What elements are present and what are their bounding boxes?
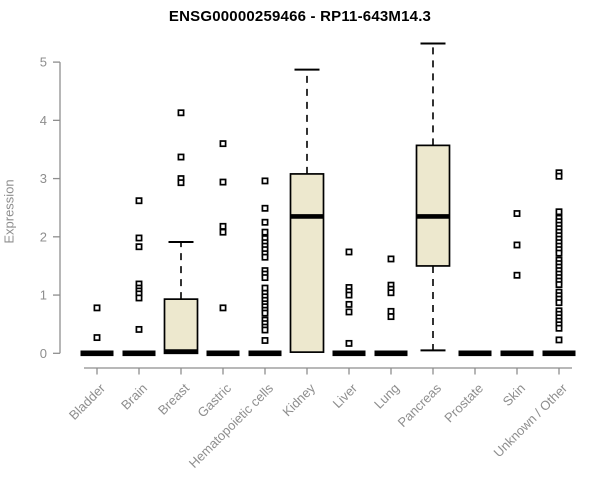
box-pancreas xyxy=(415,144,451,267)
outlier-point xyxy=(555,324,563,332)
outlier-point xyxy=(555,299,563,307)
y-tick-label: 1 xyxy=(40,288,47,303)
outlier-point xyxy=(555,172,563,180)
x-category-label: Kidney xyxy=(279,380,318,419)
outlier-point xyxy=(93,334,101,342)
outlier-point xyxy=(555,336,563,344)
y-tick-label: 2 xyxy=(40,229,47,244)
outlier-point xyxy=(135,294,143,302)
outlier-point xyxy=(177,109,185,117)
outlier-point xyxy=(555,281,563,289)
outlier-point xyxy=(345,248,353,256)
chart-title: ENSG00000259466 - RP11-643M14.3 xyxy=(168,8,432,25)
x-category-label: Pancreas xyxy=(395,380,445,430)
outlier-point xyxy=(345,300,353,308)
outlier-point xyxy=(219,304,227,312)
outlier-point xyxy=(219,178,227,186)
zero-median-bar-gastric xyxy=(206,350,240,357)
y-tick-label: 5 xyxy=(40,55,47,70)
outlier-point xyxy=(555,249,563,257)
y-tick-label: 3 xyxy=(40,171,47,186)
outlier-point xyxy=(261,274,269,282)
outlier-point xyxy=(261,337,269,344)
outlier-point xyxy=(387,313,395,321)
outlier-point xyxy=(387,255,395,263)
outlier-point xyxy=(135,234,143,242)
x-category-label: Brain xyxy=(118,381,150,413)
outlier-point xyxy=(93,304,101,312)
x-category-label: Prostate xyxy=(441,381,486,426)
outlier-point xyxy=(135,197,143,205)
x-category-label: Lung xyxy=(371,381,402,412)
outlier-point xyxy=(261,326,269,334)
zero-median-bar-skin xyxy=(500,350,534,357)
zero-median-bar-prostate xyxy=(458,350,492,357)
outlier-point xyxy=(261,204,269,212)
outlier-point xyxy=(261,309,269,317)
outlier-point xyxy=(513,271,521,279)
box-breast xyxy=(163,298,199,355)
outlier-point xyxy=(219,228,227,236)
zero-median-bar-bladder xyxy=(80,350,114,357)
outlier-point xyxy=(219,222,227,230)
x-category-label: Skin xyxy=(500,381,528,409)
y-tick-label: 0 xyxy=(40,346,47,361)
y-tick-label: 4 xyxy=(40,113,47,128)
x-category-label: Bladder xyxy=(66,380,109,423)
zero-median-bar-unknown-other xyxy=(542,350,576,357)
zero-median-bar-hematopoietic-cells xyxy=(248,350,282,357)
zero-median-bar-lung xyxy=(374,350,408,357)
outlier-point xyxy=(261,218,269,226)
outlier-point xyxy=(387,289,395,297)
outlier-point xyxy=(513,241,521,249)
outlier-point xyxy=(261,228,269,236)
outlier-point xyxy=(345,291,353,299)
outlier-point xyxy=(345,308,353,316)
outlier-point xyxy=(135,243,143,251)
x-category-label: Unknown / Other xyxy=(491,380,571,460)
x-category-label: Liver xyxy=(330,380,361,411)
outlier-point xyxy=(219,140,227,148)
zero-median-bar-brain xyxy=(122,350,156,357)
zero-median-bar-liver xyxy=(332,350,366,357)
x-category-label: Gastric xyxy=(194,380,234,420)
box-kidney xyxy=(289,173,325,353)
outlier-point xyxy=(261,253,269,261)
outlier-point xyxy=(555,208,563,216)
x-category-label: Breast xyxy=(155,380,192,417)
outlier-point xyxy=(177,179,185,187)
outlier-point xyxy=(345,339,353,347)
outlier-point xyxy=(513,210,521,217)
outlier-point xyxy=(135,325,143,333)
outlier-point xyxy=(177,153,185,161)
outlier-point xyxy=(261,177,269,185)
